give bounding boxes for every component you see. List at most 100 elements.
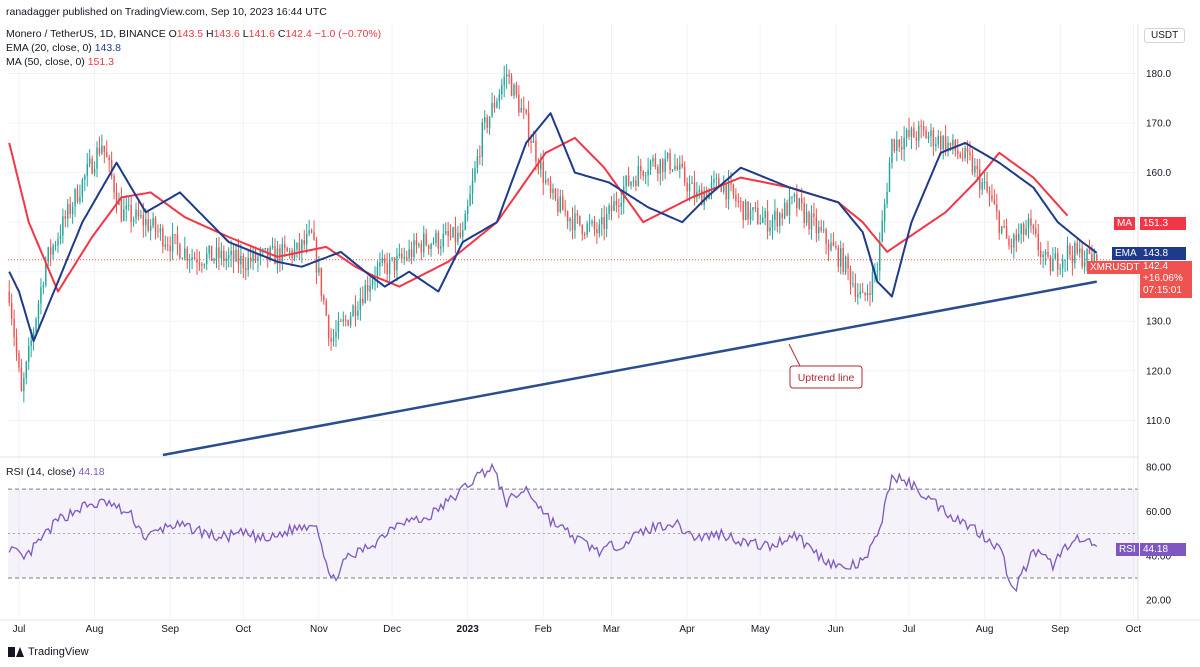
candle-body xyxy=(1078,248,1081,253)
ma-tag-value: 151.3 xyxy=(1140,217,1186,230)
candle-body xyxy=(935,144,937,147)
candle-body xyxy=(371,279,374,286)
candle-body xyxy=(159,228,162,232)
candle-body xyxy=(613,201,615,212)
candle-body xyxy=(579,215,581,225)
candle-body xyxy=(966,147,969,153)
candle-body xyxy=(1042,254,1044,258)
candle-body xyxy=(93,168,96,174)
publisher-line: ranadagger published on TradingView.com,… xyxy=(6,6,327,18)
tradingview-logo-icon xyxy=(8,647,24,657)
candle-body xyxy=(318,267,320,273)
candle-body xyxy=(662,159,664,172)
overlays xyxy=(8,112,1098,457)
candle-body xyxy=(281,244,284,264)
candle-body xyxy=(813,213,815,217)
candle-body xyxy=(486,117,488,128)
candle-body xyxy=(1093,249,1096,263)
time-tick-label: Apr xyxy=(679,624,695,635)
candle-body xyxy=(81,179,84,197)
candle-body xyxy=(74,189,76,207)
candle-body xyxy=(235,249,237,262)
candle-body xyxy=(296,242,298,250)
candle-body xyxy=(1071,254,1074,264)
candle-body xyxy=(393,257,396,271)
ema-legend[interactable]: EMA (20, close, 0) 143.8 xyxy=(6,42,121,55)
candle-body xyxy=(179,244,181,259)
candle-body xyxy=(764,211,766,218)
candle-body xyxy=(8,291,10,303)
candle-body xyxy=(540,161,542,170)
candle-body xyxy=(979,169,981,190)
time-tick-label: May xyxy=(751,624,770,635)
candle-body xyxy=(310,230,313,233)
currency-badge[interactable]: USDT xyxy=(1144,28,1186,43)
candle-body xyxy=(942,136,944,150)
candle-body xyxy=(1032,225,1035,229)
candle-body xyxy=(910,128,913,137)
candle-body xyxy=(842,247,844,273)
candle-body xyxy=(527,112,530,141)
candle-body xyxy=(915,137,918,141)
candle-body xyxy=(335,331,337,338)
candle-body xyxy=(718,178,720,187)
candle-body xyxy=(1047,251,1049,257)
candle-body xyxy=(1086,248,1088,262)
candle-body xyxy=(988,190,991,196)
candle-body xyxy=(1054,253,1057,259)
candle-body xyxy=(1064,259,1066,261)
candle-body xyxy=(793,194,796,197)
candle-body xyxy=(537,161,540,170)
candle-body xyxy=(920,125,922,127)
price-grid xyxy=(8,24,1138,618)
candle-body xyxy=(42,285,45,288)
candle-body xyxy=(405,256,408,259)
candle-body xyxy=(710,182,713,190)
candle-body xyxy=(900,146,903,150)
candle-body xyxy=(730,181,732,185)
candle-body xyxy=(593,221,596,230)
candle-body xyxy=(132,219,135,222)
candle-body xyxy=(120,198,123,221)
candle-body xyxy=(840,247,842,267)
candle-body xyxy=(847,256,849,269)
candle-body xyxy=(903,137,905,150)
candle-body xyxy=(79,196,81,202)
candle-body xyxy=(922,126,925,131)
candle-body xyxy=(759,222,762,224)
candle-body xyxy=(305,233,308,245)
candle-body xyxy=(898,139,900,147)
candle-body xyxy=(198,262,201,265)
candle-body xyxy=(576,213,579,216)
candle-body xyxy=(781,213,783,219)
candle-body xyxy=(264,247,266,250)
candle-body xyxy=(57,238,59,246)
ema-20-line xyxy=(8,112,1098,343)
candle-body xyxy=(88,158,91,165)
candle-body xyxy=(444,231,447,234)
candle-body xyxy=(705,192,708,200)
candle-body xyxy=(135,209,137,220)
candle-body xyxy=(927,136,930,139)
ma-legend[interactable]: MA (50, close, 0) 151.3 xyxy=(6,56,114,69)
candle-body xyxy=(142,215,145,226)
symbol-legend[interactable]: Monero / TetherUS, 1D, BINANCE O143.5 H1… xyxy=(6,28,381,41)
candle-body xyxy=(879,241,881,271)
candle-body xyxy=(342,319,345,322)
candle-body xyxy=(384,258,386,264)
candle-body xyxy=(137,209,140,217)
rsi-legend[interactable]: RSI (14, close) 44.18 xyxy=(6,466,105,479)
tradingview-brand[interactable]: TradingView xyxy=(8,646,89,658)
candle-body xyxy=(625,175,627,187)
candle-body xyxy=(381,258,384,263)
candle-body xyxy=(20,367,23,391)
candle-body xyxy=(462,230,464,237)
candle-body xyxy=(1005,226,1008,239)
candle-body xyxy=(340,320,342,322)
candle-body xyxy=(630,182,632,186)
candle-body xyxy=(15,336,18,353)
price-tick-label: 110.0 xyxy=(1146,416,1171,427)
candle-body xyxy=(252,251,254,262)
time-tick-label: Jul xyxy=(13,624,26,635)
